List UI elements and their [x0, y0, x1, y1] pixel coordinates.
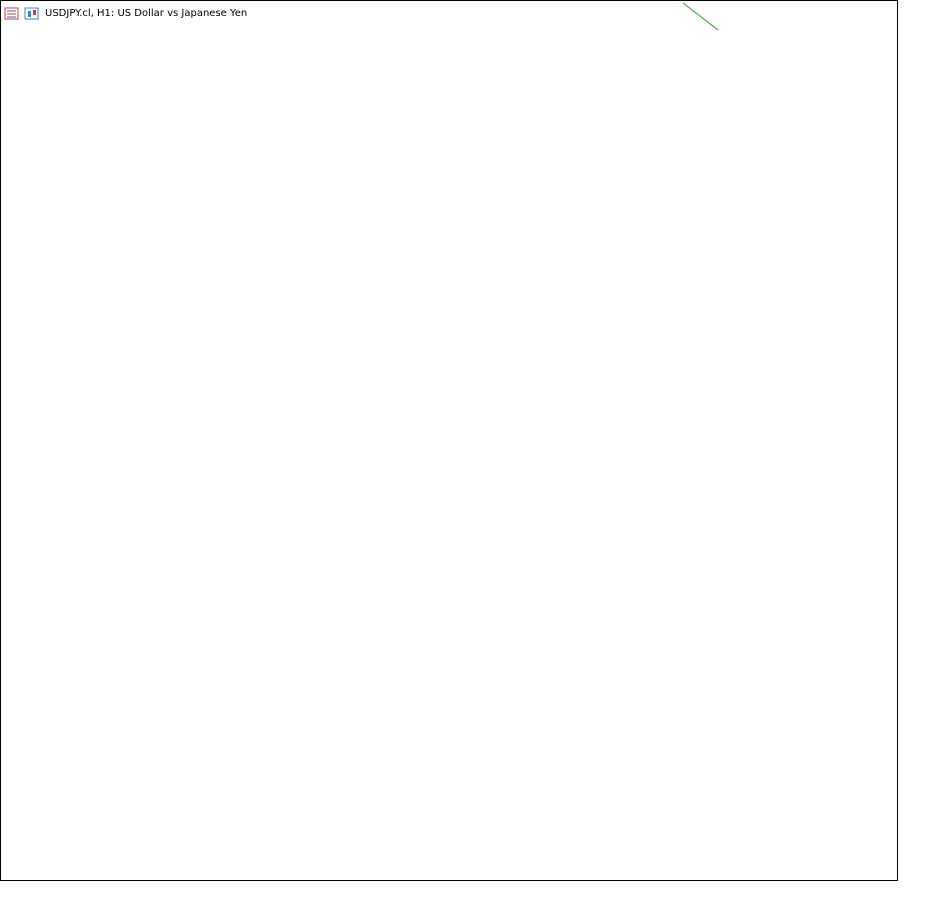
icon	[28, 11, 31, 17]
icon	[24, 7, 39, 20]
chart-title: USDJPY.cl, H1: US Dollar vs Japanese Yen	[45, 8, 247, 19]
symbol-icons	[4, 7, 39, 20]
indicator-fragment	[682, 2, 719, 31]
icon	[33, 10, 36, 15]
plot-border	[0, 0, 898, 881]
